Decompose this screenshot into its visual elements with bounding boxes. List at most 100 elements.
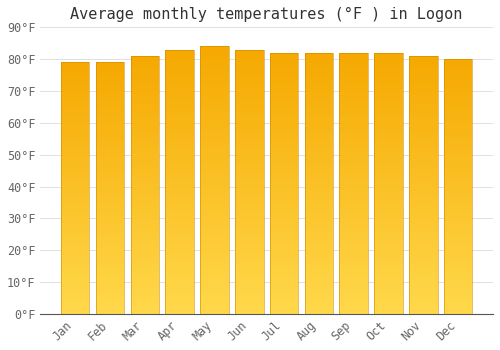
- Bar: [200, 83, 228, 86]
- Bar: [444, 279, 472, 282]
- Bar: [200, 220, 228, 224]
- Bar: [270, 262, 298, 265]
- Bar: [374, 183, 403, 187]
- Bar: [130, 227, 159, 230]
- Bar: [270, 161, 298, 164]
- Bar: [166, 79, 194, 83]
- Bar: [235, 168, 264, 172]
- Bar: [96, 273, 124, 276]
- Bar: [96, 304, 124, 308]
- Bar: [444, 82, 472, 85]
- Bar: [444, 218, 472, 222]
- Bar: [304, 183, 333, 187]
- Bar: [130, 262, 159, 266]
- Bar: [374, 281, 403, 285]
- Bar: [409, 104, 438, 107]
- Bar: [61, 116, 90, 119]
- Bar: [270, 226, 298, 229]
- Bar: [304, 278, 333, 281]
- Bar: [130, 298, 159, 301]
- Bar: [409, 211, 438, 214]
- Bar: [270, 310, 298, 314]
- Bar: [235, 294, 264, 298]
- Bar: [340, 209, 368, 213]
- Bar: [200, 127, 228, 130]
- Bar: [409, 130, 438, 133]
- Bar: [340, 85, 368, 89]
- Bar: [200, 240, 228, 244]
- Bar: [340, 258, 368, 262]
- Bar: [166, 254, 194, 258]
- Bar: [61, 81, 90, 84]
- Bar: [444, 199, 472, 202]
- Bar: [409, 124, 438, 127]
- Bar: [340, 239, 368, 242]
- Bar: [130, 311, 159, 314]
- Bar: [235, 271, 264, 274]
- Bar: [166, 231, 194, 235]
- Bar: [130, 162, 159, 166]
- Bar: [374, 134, 403, 138]
- Bar: [166, 50, 194, 53]
- Bar: [166, 241, 194, 245]
- Bar: [130, 146, 159, 149]
- Bar: [61, 188, 90, 191]
- Bar: [304, 147, 333, 151]
- Bar: [270, 112, 298, 115]
- Bar: [61, 132, 90, 135]
- Bar: [96, 116, 124, 119]
- Bar: [304, 288, 333, 291]
- Bar: [166, 69, 194, 73]
- Bar: [409, 188, 438, 191]
- Bar: [270, 134, 298, 138]
- Bar: [270, 53, 298, 314]
- Bar: [270, 258, 298, 262]
- Bar: [166, 291, 194, 294]
- Bar: [96, 226, 124, 229]
- Bar: [409, 275, 438, 278]
- Bar: [304, 92, 333, 95]
- Bar: [304, 161, 333, 164]
- Bar: [409, 91, 438, 95]
- Bar: [444, 295, 472, 298]
- Bar: [304, 76, 333, 79]
- Bar: [270, 118, 298, 121]
- Bar: [270, 157, 298, 161]
- Bar: [96, 135, 124, 138]
- Bar: [374, 272, 403, 275]
- Bar: [200, 93, 228, 97]
- Bar: [200, 150, 228, 153]
- Bar: [61, 157, 90, 160]
- Bar: [235, 149, 264, 152]
- Bar: [374, 131, 403, 134]
- Bar: [235, 109, 264, 112]
- Bar: [96, 119, 124, 122]
- Bar: [340, 53, 368, 56]
- Bar: [374, 177, 403, 180]
- Bar: [166, 281, 194, 284]
- Bar: [166, 208, 194, 211]
- Bar: [235, 83, 264, 86]
- Bar: [130, 62, 159, 66]
- Bar: [235, 182, 264, 185]
- Bar: [304, 196, 333, 200]
- Bar: [340, 154, 368, 157]
- Bar: [340, 294, 368, 297]
- Bar: [200, 230, 228, 234]
- Bar: [304, 294, 333, 297]
- Bar: [235, 188, 264, 192]
- Bar: [270, 92, 298, 95]
- Bar: [235, 119, 264, 122]
- Bar: [374, 288, 403, 291]
- Bar: [270, 69, 298, 72]
- Bar: [374, 209, 403, 213]
- Bar: [374, 223, 403, 226]
- Bar: [235, 202, 264, 205]
- Bar: [340, 232, 368, 236]
- Bar: [409, 224, 438, 227]
- Bar: [340, 98, 368, 102]
- Bar: [130, 166, 159, 169]
- Bar: [340, 56, 368, 59]
- Bar: [166, 63, 194, 66]
- Bar: [235, 165, 264, 168]
